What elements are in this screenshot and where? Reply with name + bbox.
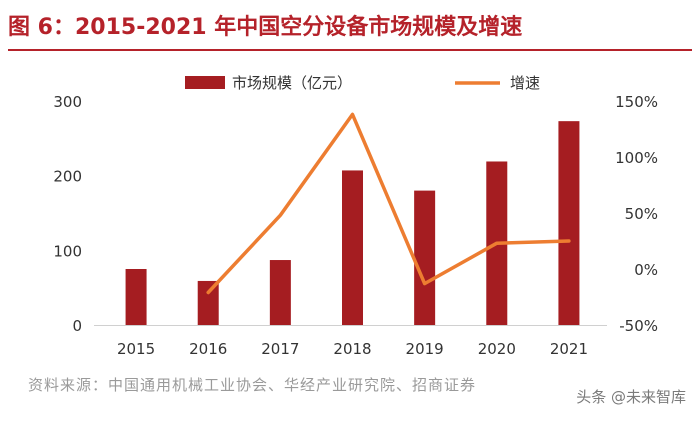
left-tick-label: 0 — [72, 317, 82, 335]
legend-label-bar: 市场规模（亿元） — [232, 74, 352, 92]
right-tick-label: 50% — [625, 205, 658, 223]
watermark: 头条 @未来智库 — [576, 388, 686, 406]
right-axis-ticks: -50% 0% 50% 100% 150% — [615, 93, 658, 335]
x-axis-labels: 2015 2016 2017 2018 2019 2020 2021 — [117, 340, 588, 358]
x-tick-label: 2015 — [117, 340, 155, 358]
legend: 市场规模（亿元） 增速 — [185, 74, 540, 92]
left-tick-label: 100 — [53, 242, 82, 260]
left-tick-label: 300 — [53, 93, 82, 111]
x-tick-label: 2016 — [189, 340, 227, 358]
legend-label-line: 增速 — [510, 74, 540, 92]
left-tick-label: 200 — [53, 168, 82, 186]
x-tick-label: 2018 — [333, 340, 371, 358]
chart-title: 图 6：2015-2021 年中国空分设备市场规模及增速 — [8, 15, 523, 40]
bars — [125, 121, 580, 325]
legend-swatch-bar — [185, 76, 225, 89]
right-tick-label: 100% — [615, 149, 658, 167]
x-tick-label: 2020 — [478, 340, 516, 358]
right-tick-label: -50% — [619, 317, 658, 335]
right-tick-label: 150% — [615, 93, 658, 111]
x-tick-label: 2017 — [261, 340, 299, 358]
bar — [197, 280, 219, 325]
bar — [125, 269, 147, 325]
growth-line — [206, 112, 571, 295]
source-note: 资料来源：中国通用机械工业协会、华经产业研究院、招商证券 — [28, 376, 477, 394]
title-divider — [8, 49, 692, 51]
bar — [342, 170, 363, 325]
bar — [269, 260, 291, 325]
right-tick-label: 0% — [634, 261, 658, 279]
bar — [414, 190, 436, 325]
x-tick-label: 2019 — [406, 340, 444, 358]
left-axis-ticks: 0 100 200 300 — [53, 93, 82, 335]
x-tick-label: 2021 — [550, 340, 588, 358]
bar — [558, 121, 580, 325]
